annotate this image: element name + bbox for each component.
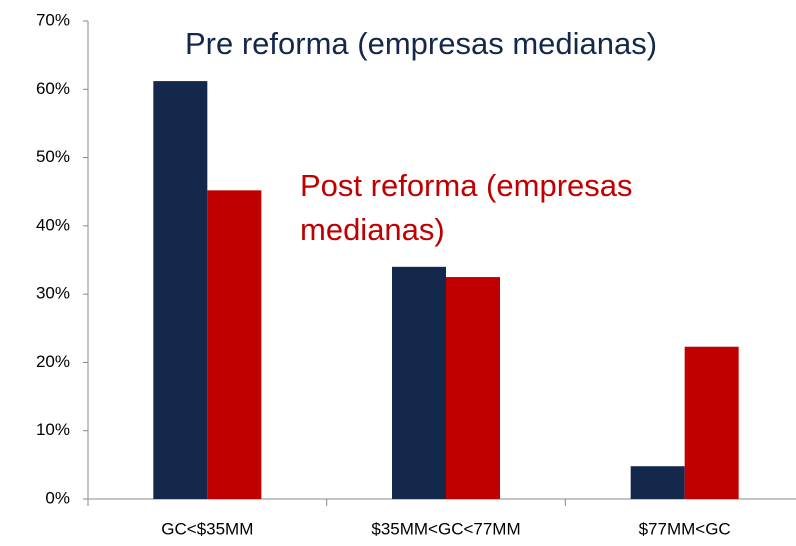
x-tick-label: $77MM<GC	[639, 519, 731, 538]
bar	[684, 346, 739, 499]
bar	[630, 466, 685, 499]
y-tick-label: 0%	[45, 488, 70, 507]
bar	[392, 266, 446, 499]
x-tick-label: $35MM<GC<77MM	[371, 519, 520, 538]
y-tick-label: 60%	[36, 79, 70, 98]
y-tick-label: 50%	[36, 147, 70, 166]
bar	[153, 81, 208, 499]
bar	[446, 277, 500, 499]
y-tick-label: 10%	[36, 420, 70, 439]
legend-pre: Pre reforma (empresas medianas)	[185, 26, 658, 61]
bar	[207, 190, 262, 499]
y-tick-label: 30%	[36, 284, 70, 303]
y-tick-label: 40%	[36, 215, 70, 234]
y-tick-label: 70%	[36, 10, 70, 29]
y-tick-label: 20%	[36, 352, 70, 371]
legend-post: Post reforma (empresas medianas)	[300, 168, 633, 247]
x-tick-label: GC<$35MM	[161, 519, 253, 538]
